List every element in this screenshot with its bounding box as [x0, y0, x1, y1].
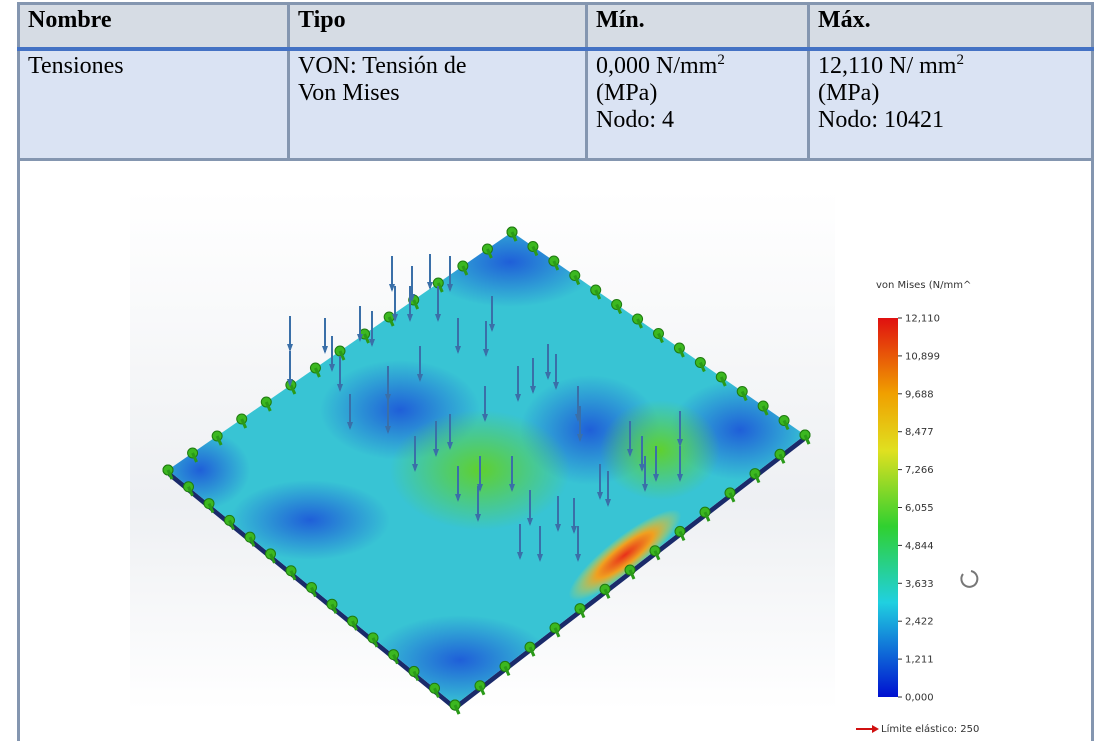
yield-label: Límite elástico: 250 [881, 723, 979, 735]
legend-tick-label: 2,422 [905, 617, 934, 628]
legend-panel [838, 190, 972, 710]
legend-tick-label: 0,000 [905, 693, 934, 704]
legend-tick-label: 9,688 [905, 389, 934, 400]
legend-tick-label: 8,477 [905, 427, 934, 438]
page: Nombre Tipo Mín. Máx. Tensiones VON: Ten… [0, 0, 1096, 746]
legend-tick-label: 1,211 [905, 655, 934, 666]
legend-title: von Mises (N/mm^ [876, 280, 971, 291]
yield-arrow-head [872, 725, 879, 733]
color-bar [878, 318, 898, 697]
legend-tick-label: 7,266 [905, 465, 934, 476]
legend-tick-label: 4,844 [905, 541, 934, 552]
legend-tick-label: 3,633 [905, 579, 934, 590]
legend-tick-label: 12,110 [905, 314, 940, 325]
legend-tick-label: 6,055 [905, 503, 934, 514]
legend-tick-label: 10,899 [905, 351, 940, 362]
fea-figure: von Mises (N/mm^ 12,110 10,899 9,688 8,477 7… [0, 0, 1096, 746]
